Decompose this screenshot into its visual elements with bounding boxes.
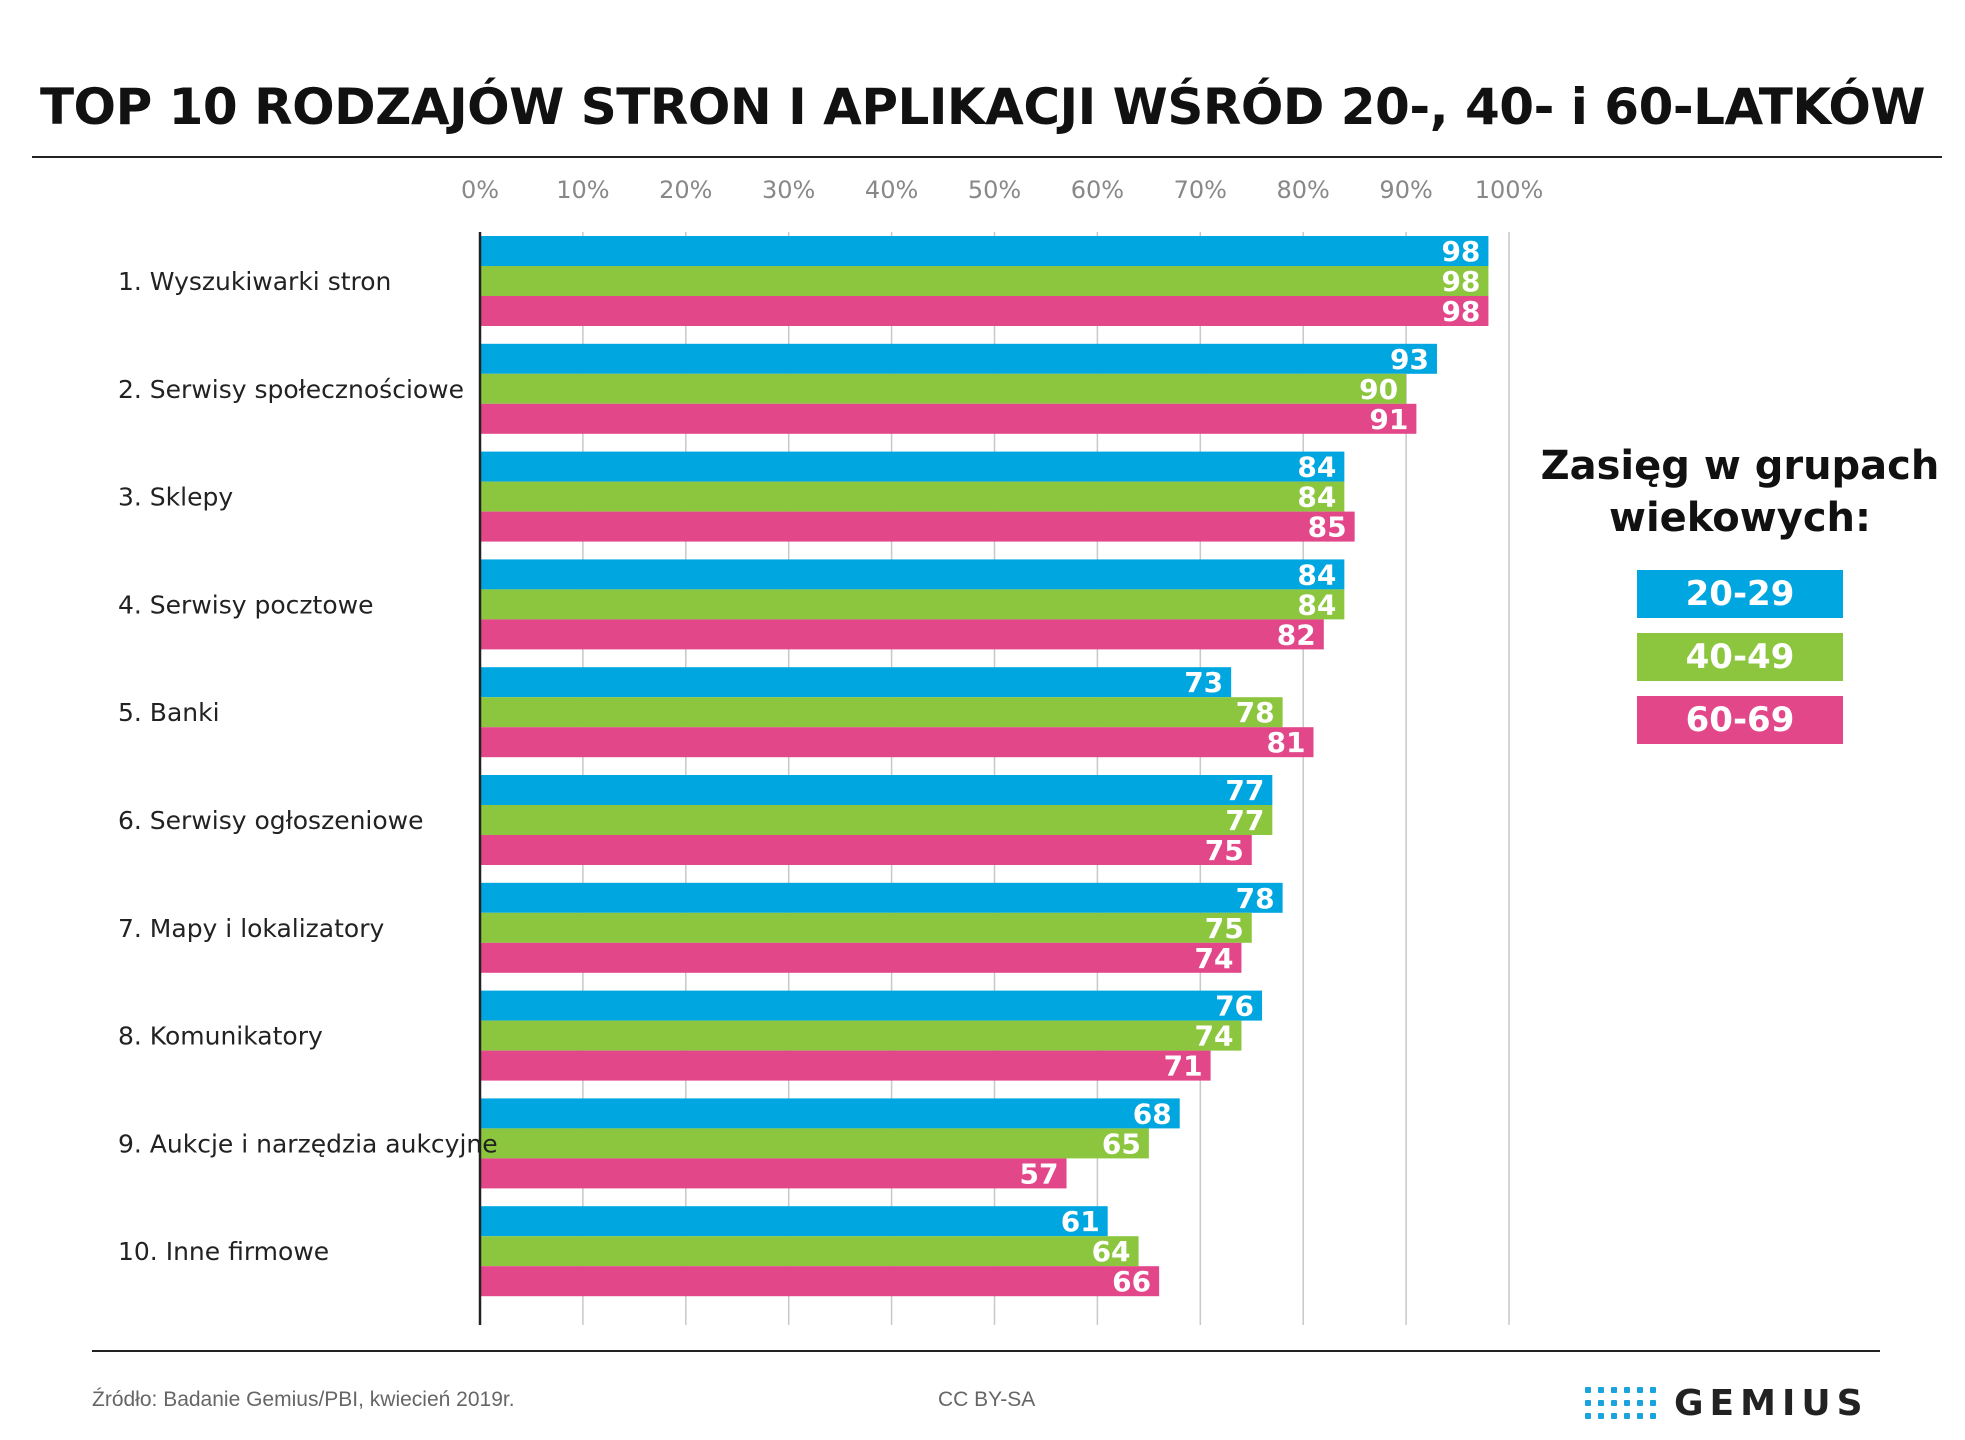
bar-60-69-3 xyxy=(480,511,1355,542)
bar-20-29-2 xyxy=(480,343,1437,374)
bar-value-label: 98 xyxy=(1441,265,1480,298)
category-label: 2. Serwisy społecznościowe xyxy=(118,375,464,404)
bar-60-69-8 xyxy=(480,1050,1211,1081)
bar-20-29-3 xyxy=(480,451,1345,482)
bar-60-69-6 xyxy=(480,835,1252,865)
bar-20-29-4 xyxy=(480,559,1345,590)
bar-40-49-7 xyxy=(480,912,1252,943)
bar-20-29-5 xyxy=(480,667,1232,698)
x-tick-label: 70% xyxy=(1174,176,1227,204)
bar-value-label: 78 xyxy=(1236,696,1275,729)
bar-value-label: 77 xyxy=(1225,804,1264,837)
bar-value-label: 82 xyxy=(1277,618,1316,651)
bar-20-29-10 xyxy=(480,1206,1108,1237)
bar-40-49-2 xyxy=(480,373,1407,404)
source-note: Źródło: Badanie Gemius/PBI, kwiecień 201… xyxy=(92,1388,515,1411)
chart-title: TOP 10 RODZAJÓW STRON I APLIKACJI WŚRÓD … xyxy=(39,78,1926,136)
bar-40-49-1 xyxy=(480,266,1489,296)
category-label: 6. Serwisy ogłoszeniowe xyxy=(118,806,424,835)
bar-value-label: 64 xyxy=(1092,1235,1131,1268)
category-label: 10. Inne firmowe xyxy=(118,1237,329,1266)
legend-item-40-49: 40-49 xyxy=(1637,633,1843,681)
bar-value-label: 91 xyxy=(1369,403,1408,436)
bar-value-label: 76 xyxy=(1215,990,1254,1023)
bar-value-label: 61 xyxy=(1061,1205,1100,1238)
bar-60-69-2 xyxy=(480,403,1417,434)
legend-item-60-69: 60-69 xyxy=(1637,696,1843,744)
bar-40-49-8 xyxy=(480,1020,1242,1051)
x-tick-label: 40% xyxy=(865,176,918,204)
legend-title-line1: Zasięg w grupach xyxy=(1540,443,1940,489)
bar-value-label: 85 xyxy=(1308,511,1347,544)
category-label: 4. Serwisy pocztowe xyxy=(118,590,373,619)
bar-20-29-7 xyxy=(480,882,1283,913)
bar-value-label: 93 xyxy=(1390,343,1429,376)
bar-value-label: 73 xyxy=(1184,666,1223,699)
category-label: 8. Komunikatory xyxy=(118,1022,323,1051)
gemius-logo: GEMIUS xyxy=(1585,1378,1869,1428)
bar-value-label: 84 xyxy=(1297,481,1336,514)
bar-value-label: 74 xyxy=(1194,942,1233,975)
license-note: CC BY-SA xyxy=(938,1388,1036,1411)
x-tick-label: 80% xyxy=(1277,176,1330,204)
legend: Zasięg w grupach wiekowych: 20-29 40-49 … xyxy=(1530,440,1950,759)
category-label: 9. Aukcje i narzędzia aukcyjne xyxy=(118,1129,498,1158)
x-tick-label: 100% xyxy=(1475,176,1544,204)
x-tick-label: 50% xyxy=(968,176,1021,204)
bar-layer xyxy=(480,236,1489,1297)
bar-60-69-5 xyxy=(480,727,1314,758)
bar-value-label: 98 xyxy=(1441,235,1480,268)
bar-value-label: 77 xyxy=(1225,774,1264,807)
bar-value-label: 75 xyxy=(1205,834,1244,867)
bar-40-49-6 xyxy=(480,805,1273,835)
x-tick-label: 0% xyxy=(461,176,499,204)
category-label: 5. Banki xyxy=(118,698,220,727)
bar-40-49-3 xyxy=(480,481,1345,512)
x-tick-label: 90% xyxy=(1379,176,1432,204)
bar-value-label: 66 xyxy=(1112,1265,1151,1298)
bar-60-69-7 xyxy=(480,942,1242,973)
bar-20-29-8 xyxy=(480,990,1263,1021)
bar-value-label: 71 xyxy=(1164,1050,1203,1083)
gemius-dots-icon xyxy=(1585,1387,1656,1419)
legend-title: Zasięg w grupach wiekowych: xyxy=(1530,440,1950,544)
bar-value-label: 74 xyxy=(1194,1020,1233,1053)
bar-20-29-1 xyxy=(480,236,1489,266)
category-label: 3. Sklepy xyxy=(118,483,233,512)
bar-40-49-10 xyxy=(480,1236,1139,1267)
bar-value-label: 65 xyxy=(1102,1127,1141,1160)
bar-60-69-4 xyxy=(480,619,1324,650)
bar-value-label: 78 xyxy=(1236,882,1275,915)
bar-chart: 0% 10% 20% 30% 40% 50% 60% 70% 80% 90% 100%9898981… xyxy=(118,176,1543,1325)
bar-60-69-9 xyxy=(480,1158,1067,1189)
bar-value-label: 90 xyxy=(1359,373,1398,406)
category-label: 7. Mapy i lokalizatory xyxy=(118,914,385,943)
bar-value-label: 84 xyxy=(1297,558,1336,591)
x-tick-label: 30% xyxy=(762,176,815,204)
x-tick-label: 20% xyxy=(659,176,712,204)
bar-40-49-9 xyxy=(480,1128,1149,1159)
legend-title-line2: wiekowych: xyxy=(1608,495,1871,541)
bar-value-label: 98 xyxy=(1441,295,1480,328)
bar-value-label: 57 xyxy=(1020,1157,1059,1190)
bar-value-label: 84 xyxy=(1297,588,1336,621)
bar-value-label: 68 xyxy=(1133,1097,1172,1130)
bar-20-29-9 xyxy=(480,1098,1180,1129)
bar-60-69-1 xyxy=(480,296,1489,326)
category-label: 1. Wyszukiwarki stron xyxy=(118,267,391,296)
bar-value-label: 81 xyxy=(1267,726,1306,759)
logo-text: GEMIUS xyxy=(1674,1382,1869,1424)
bar-60-69-10 xyxy=(480,1266,1160,1297)
x-tick-label: 60% xyxy=(1071,176,1124,204)
legend-item-20-29: 20-29 xyxy=(1637,570,1843,618)
bar-40-49-5 xyxy=(480,697,1283,728)
x-tick-label: 10% xyxy=(556,176,609,204)
bar-value-label: 75 xyxy=(1205,912,1244,945)
bottom-divider xyxy=(92,1350,1880,1352)
bar-40-49-4 xyxy=(480,589,1345,620)
bar-value-label: 84 xyxy=(1297,451,1336,484)
top-divider xyxy=(32,156,1942,158)
bar-20-29-6 xyxy=(480,775,1273,805)
text-layer: 0% 10% 20% 30% 40% 50% 60% 70% 80% 90% 100%9898981… xyxy=(118,176,1543,1325)
